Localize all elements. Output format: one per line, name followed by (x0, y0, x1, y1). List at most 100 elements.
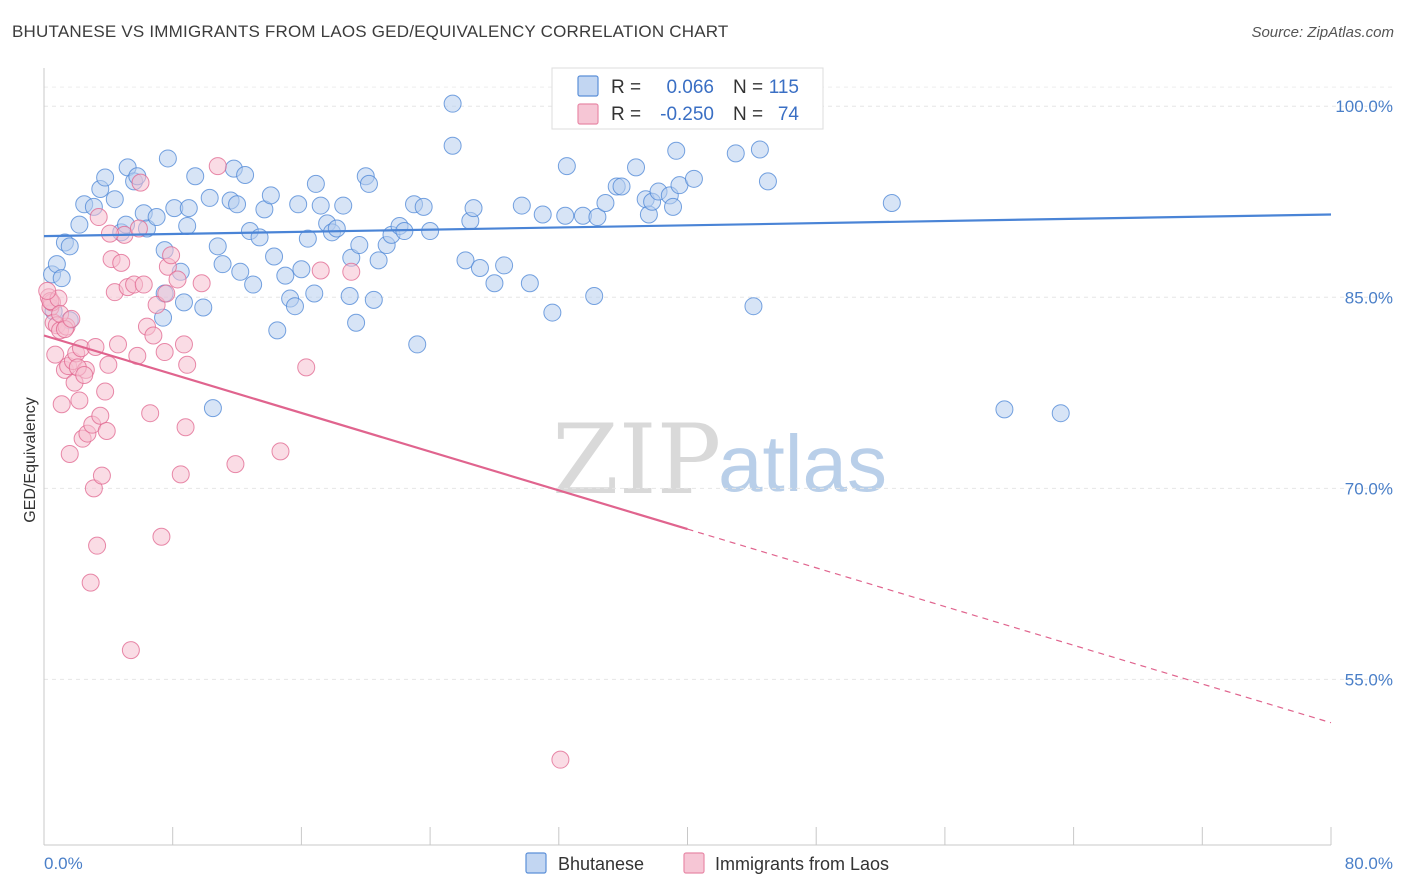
point-laos (99, 355, 118, 374)
chart-title: BHUTANESE VS IMMIGRANTS FROM LAOS GED/EQ… (12, 22, 729, 41)
point-bhutanese (244, 275, 263, 294)
point-laos (129, 219, 148, 238)
point-bhutanese (520, 274, 539, 293)
legend-n-label-1: N = (733, 77, 763, 98)
point-laos (147, 295, 166, 314)
point-bhutanese (726, 144, 745, 163)
point-laos (208, 157, 227, 176)
point-bhutanese (359, 174, 378, 193)
point-laos (171, 465, 190, 484)
y-axis-title: GED/Equivalency (22, 397, 39, 522)
point-bhutanese (194, 298, 213, 317)
point-laos (157, 284, 176, 303)
point-bhutanese (443, 94, 462, 113)
point-laos (84, 479, 103, 498)
point-laos (62, 309, 81, 328)
point-laos (178, 355, 197, 374)
point-laos (226, 455, 245, 474)
point-bhutanese (495, 256, 514, 275)
point-bhutanese (311, 196, 330, 215)
point-bhutanese (364, 290, 383, 309)
point-bhutanese (236, 165, 255, 184)
point-bhutanese (543, 303, 562, 322)
y-tick-labels: 55.0% 70.0% 85.0% 100.0% (1335, 97, 1393, 689)
data-points (38, 94, 1070, 769)
watermark-zip: ZIP (552, 404, 721, 516)
point-bhutanese (758, 172, 777, 191)
point-laos (89, 208, 108, 227)
series-legend-label-bhutanese: Bhutanese (558, 854, 644, 874)
point-laos (152, 527, 171, 546)
point-bhutanese (512, 196, 531, 215)
point-bhutanese (208, 237, 227, 256)
source-label: Source: ZipAtlas.com (1251, 24, 1394, 41)
x-tick-marks (43, 827, 1332, 845)
point-bhutanese (744, 297, 763, 316)
series-legend-label-laos: Immigrants from Laos (715, 854, 889, 874)
y-tick-label: 70.0% (1345, 479, 1393, 498)
point-bhutanese (298, 229, 317, 248)
legend-r-label-1: R = (611, 77, 641, 98)
stats-legend: R = 0.066 N = 115 R = -0.250 N = 74 (551, 67, 824, 130)
point-laos (96, 382, 115, 401)
x-tick-label-min: 0.0% (44, 854, 83, 873)
point-bhutanese (305, 284, 324, 303)
point-laos (174, 335, 193, 354)
legend-n-value-2: 74 (778, 104, 800, 125)
point-bhutanese (421, 222, 440, 241)
point-bhutanese (292, 260, 311, 279)
point-bhutanese (60, 237, 79, 256)
point-laos (70, 391, 89, 410)
point-laos (38, 281, 57, 300)
point-bhutanese (261, 186, 280, 205)
point-bhutanese (334, 196, 353, 215)
point-laos (92, 466, 111, 485)
point-bhutanese (1051, 404, 1070, 423)
point-bhutanese (265, 247, 284, 266)
legend-r-value-1: 0.066 (666, 77, 714, 98)
point-laos (109, 335, 128, 354)
point-bhutanese (350, 236, 369, 255)
point-bhutanese (340, 287, 359, 306)
point-bhutanese (327, 219, 346, 238)
point-laos (342, 262, 361, 281)
point-bhutanese (882, 194, 901, 213)
point-laos (97, 422, 116, 441)
legend-n-label-2: N = (733, 104, 763, 125)
point-bhutanese (585, 287, 604, 306)
point-laos (141, 404, 160, 423)
point-bhutanese (186, 167, 205, 186)
point-laos (551, 750, 570, 769)
point-laos (162, 246, 181, 265)
y-tick-label: 100.0% (1335, 97, 1393, 116)
point-bhutanese (147, 208, 166, 227)
legend-swatch-bhutanese (577, 75, 599, 97)
point-bhutanese (995, 400, 1014, 419)
point-laos (52, 395, 71, 414)
point-bhutanese (276, 266, 295, 285)
point-laos (144, 326, 163, 345)
point-bhutanese (52, 269, 71, 288)
point-bhutanese (750, 140, 769, 159)
point-bhutanese (213, 255, 232, 274)
trend-line-bhutanese (43, 213, 1332, 238)
point-bhutanese (96, 168, 115, 187)
point-bhutanese (289, 195, 308, 214)
point-bhutanese (203, 399, 222, 418)
point-bhutanese (231, 262, 250, 281)
point-laos (297, 358, 316, 377)
point-bhutanese (158, 149, 177, 168)
point-laos (81, 573, 100, 592)
x-tick-label-max: 80.0% (1345, 854, 1393, 873)
point-laos (91, 406, 110, 425)
point-laos (192, 274, 211, 293)
point-laos (46, 345, 65, 364)
point-bhutanese (178, 216, 197, 235)
point-bhutanese (200, 188, 219, 207)
point-bhutanese (174, 293, 193, 312)
trend-line-laos-extrapolated (687, 528, 1332, 724)
y-tick-label: 85.0% (1345, 288, 1393, 307)
point-bhutanese (533, 205, 552, 224)
point-bhutanese (485, 274, 504, 293)
